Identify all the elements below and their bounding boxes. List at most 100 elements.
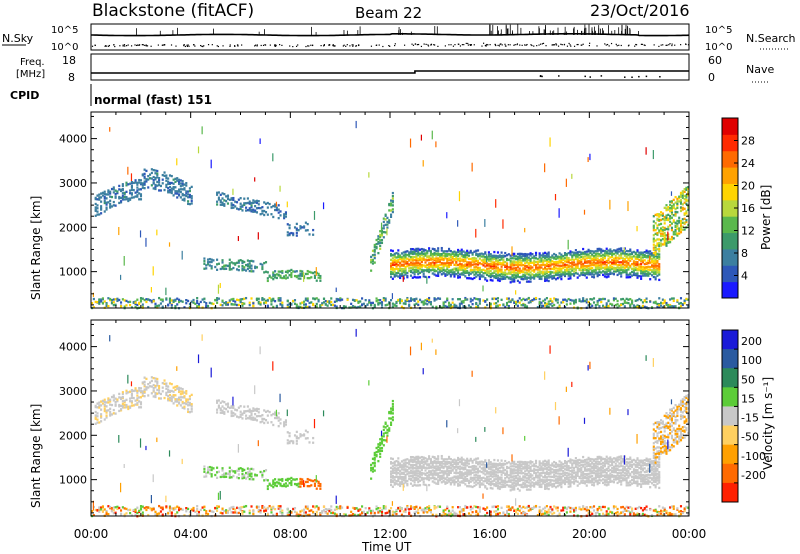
power-cell bbox=[415, 270, 418, 274]
velocity-cell bbox=[324, 511, 327, 514]
velocity-cell bbox=[190, 508, 193, 511]
power-cell bbox=[105, 208, 108, 211]
power-cell bbox=[368, 301, 371, 304]
velocity-cell bbox=[183, 407, 186, 410]
power-cell bbox=[489, 272, 492, 276]
velocity-cell bbox=[206, 512, 210, 516]
power-cell bbox=[431, 247, 434, 251]
power-cell bbox=[513, 273, 516, 277]
power-cell bbox=[502, 277, 505, 280]
velocity-cell bbox=[158, 389, 161, 392]
velocity-cell bbox=[152, 395, 155, 398]
power-cell bbox=[384, 297, 387, 300]
power-cell bbox=[489, 257, 492, 261]
velocity-cell bbox=[134, 510, 137, 514]
power-cell bbox=[281, 276, 284, 280]
power-cell bbox=[234, 303, 237, 306]
power-cell bbox=[563, 274, 567, 278]
power-cell bbox=[685, 188, 688, 191]
power-cell bbox=[168, 191, 172, 194]
power-cell bbox=[658, 215, 661, 218]
power-cell bbox=[409, 274, 413, 277]
power-cell bbox=[428, 256, 431, 259]
power-cell bbox=[424, 302, 427, 305]
power-cell bbox=[292, 232, 295, 235]
velocity-cell bbox=[114, 412, 117, 415]
power-cell bbox=[611, 259, 614, 262]
power-cell bbox=[475, 272, 478, 275]
velocity-cell bbox=[257, 508, 260, 511]
power-cell bbox=[520, 275, 523, 278]
power-cell bbox=[504, 277, 507, 280]
power-cell bbox=[332, 303, 335, 307]
power-cell bbox=[596, 261, 599, 265]
power-cell bbox=[429, 265, 432, 268]
velocity-cell bbox=[281, 477, 284, 481]
power-cell bbox=[404, 253, 407, 256]
velocity-cell bbox=[268, 482, 271, 485]
power-cell bbox=[631, 302, 634, 305]
power-cell bbox=[496, 266, 500, 269]
velocity-cell bbox=[259, 509, 262, 512]
power-cell bbox=[669, 210, 672, 213]
power-cell bbox=[264, 202, 268, 205]
power-cell bbox=[377, 242, 380, 245]
velocity-cell bbox=[371, 470, 374, 473]
power-cell bbox=[417, 276, 420, 279]
power-cell bbox=[228, 299, 231, 302]
power-cell bbox=[656, 217, 659, 220]
power-cell bbox=[148, 173, 152, 176]
power-cell bbox=[105, 304, 108, 308]
power-cell bbox=[589, 271, 592, 275]
power-cell bbox=[529, 276, 532, 279]
power-cell bbox=[605, 251, 608, 255]
power-cell bbox=[462, 301, 465, 304]
power-cell bbox=[493, 302, 496, 305]
power-cell bbox=[600, 261, 603, 264]
power-cell bbox=[573, 251, 576, 254]
power-cell bbox=[665, 227, 668, 231]
power-cell bbox=[457, 250, 460, 254]
power-cell bbox=[188, 302, 191, 306]
power-cell bbox=[438, 269, 442, 272]
power-cell bbox=[687, 187, 690, 190]
power-cell bbox=[602, 273, 605, 277]
power-cell bbox=[408, 251, 411, 254]
velocity-cell bbox=[357, 513, 360, 517]
power-cell bbox=[371, 258, 374, 262]
velocity-cell bbox=[197, 354, 200, 364]
power-cell bbox=[272, 204, 275, 208]
power-cell bbox=[558, 252, 561, 255]
power-cell bbox=[304, 272, 307, 276]
power-cell bbox=[542, 254, 545, 257]
power-cell bbox=[547, 255, 550, 258]
power-cell bbox=[515, 274, 518, 277]
power-cell bbox=[525, 277, 529, 280]
power-cell bbox=[486, 254, 488, 263]
power-cell bbox=[520, 252, 523, 256]
nsearch-point bbox=[680, 44, 682, 46]
power-cell bbox=[681, 218, 684, 221]
velocity-cell bbox=[190, 405, 193, 408]
power-cell bbox=[328, 301, 331, 305]
power-cell bbox=[411, 266, 414, 269]
power-cell bbox=[487, 274, 490, 278]
power-cell bbox=[652, 252, 655, 255]
power-cell bbox=[502, 261, 505, 264]
power-cell bbox=[476, 249, 480, 252]
power-cell bbox=[353, 299, 356, 302]
power-cell bbox=[264, 301, 268, 304]
velocity-cell bbox=[272, 423, 275, 427]
velocity-cell bbox=[255, 505, 259, 509]
power-cell bbox=[491, 264, 494, 268]
power-cell bbox=[261, 212, 264, 215]
power-cell bbox=[361, 303, 364, 306]
power-cell bbox=[594, 258, 597, 262]
velocity-cell bbox=[223, 509, 226, 513]
power-cell bbox=[536, 257, 539, 261]
velocity-cell bbox=[212, 467, 215, 470]
power-cell bbox=[589, 251, 592, 255]
power-cell bbox=[647, 259, 650, 262]
power-cell bbox=[681, 203, 684, 206]
velocity-cell bbox=[147, 506, 150, 509]
